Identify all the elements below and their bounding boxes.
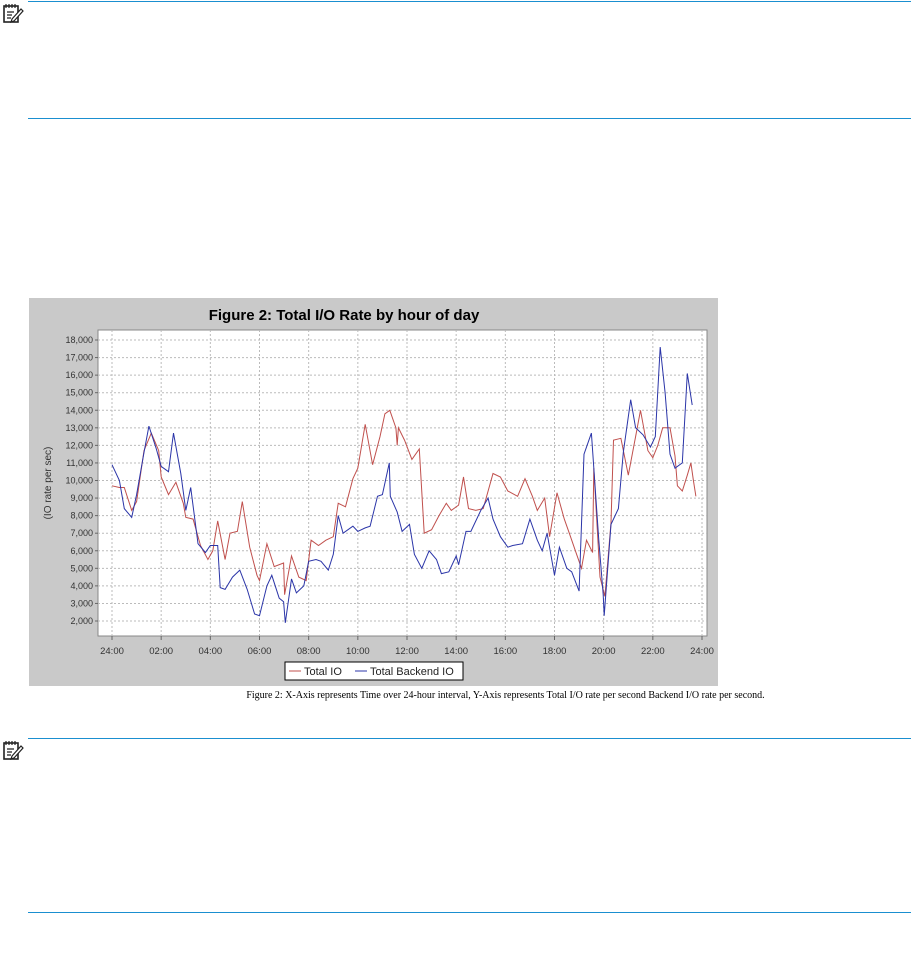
chart-figure: Figure 2: Total I/O Rate by hour of day … [29,298,718,686]
note-bottom-rule [28,118,911,119]
x-tick-label: 02:00 [149,646,173,657]
legend-label-total-backend-io: Total Backend IO [370,666,454,678]
y-tick-label: 7,000 [70,528,93,538]
y-tick-label: 2,000 [70,616,93,626]
y-tick-label: 16,000 [65,370,93,380]
note-icon [3,741,24,760]
x-tick-label: 16:00 [493,646,517,657]
x-tick-label: 06:00 [248,646,272,657]
y-tick-label: 3,000 [70,598,93,608]
x-tick-label: 24:00 [100,646,124,657]
note-bottom-rule [28,912,911,913]
series-line-total-backend-io [111,346,693,623]
x-tick-label: 12:00 [395,646,419,657]
x-tick-label: 10:00 [346,646,370,657]
y-axis-label: (IO rate per sec) [43,447,54,520]
legend-label-total-io: Total IO [304,666,342,678]
y-tick-label: 12,000 [65,440,93,450]
y-tick-label: 18,000 [65,335,93,345]
x-tick-label: 24:00 [690,646,714,657]
x-tick-label: 04:00 [198,646,222,657]
note-icon [3,4,24,23]
line-chart: Figure 2: Total I/O Rate by hour of day … [43,307,714,681]
note-top-rule [28,1,911,2]
legend: Total IO Total Backend IO [284,661,464,681]
y-tick-label: 15,000 [65,388,93,398]
y-tick-label: 14,000 [65,405,93,415]
x-tick-label: 22:00 [641,646,665,657]
x-tick-label: 14:00 [444,646,468,657]
chart-title: Figure 2: Total I/O Rate by hour of day [209,307,480,324]
caption-text: Figure 2: X-Axis represents Time over 24… [246,690,765,701]
y-tick-label: 5,000 [70,563,93,573]
y-tick-label: 13,000 [65,423,93,433]
y-tick-label: 17,000 [65,353,93,363]
plot-area [97,329,708,637]
y-tick-label: 10,000 [65,476,93,486]
y-tick-label: 4,000 [70,581,93,591]
note-top-rule [28,738,911,739]
x-tick-label: 08:00 [297,646,321,657]
x-tick-label: 20:00 [592,646,616,657]
y-tick-label: 6,000 [70,546,93,556]
y-tick-label: 8,000 [70,511,93,521]
x-tick-label: 18:00 [543,646,567,657]
figure-caption: Figure 2: X-Axis represents Time over 24… [0,690,911,701]
y-tick-label: 11,000 [66,458,93,468]
y-tick-label: 9,000 [70,493,93,503]
